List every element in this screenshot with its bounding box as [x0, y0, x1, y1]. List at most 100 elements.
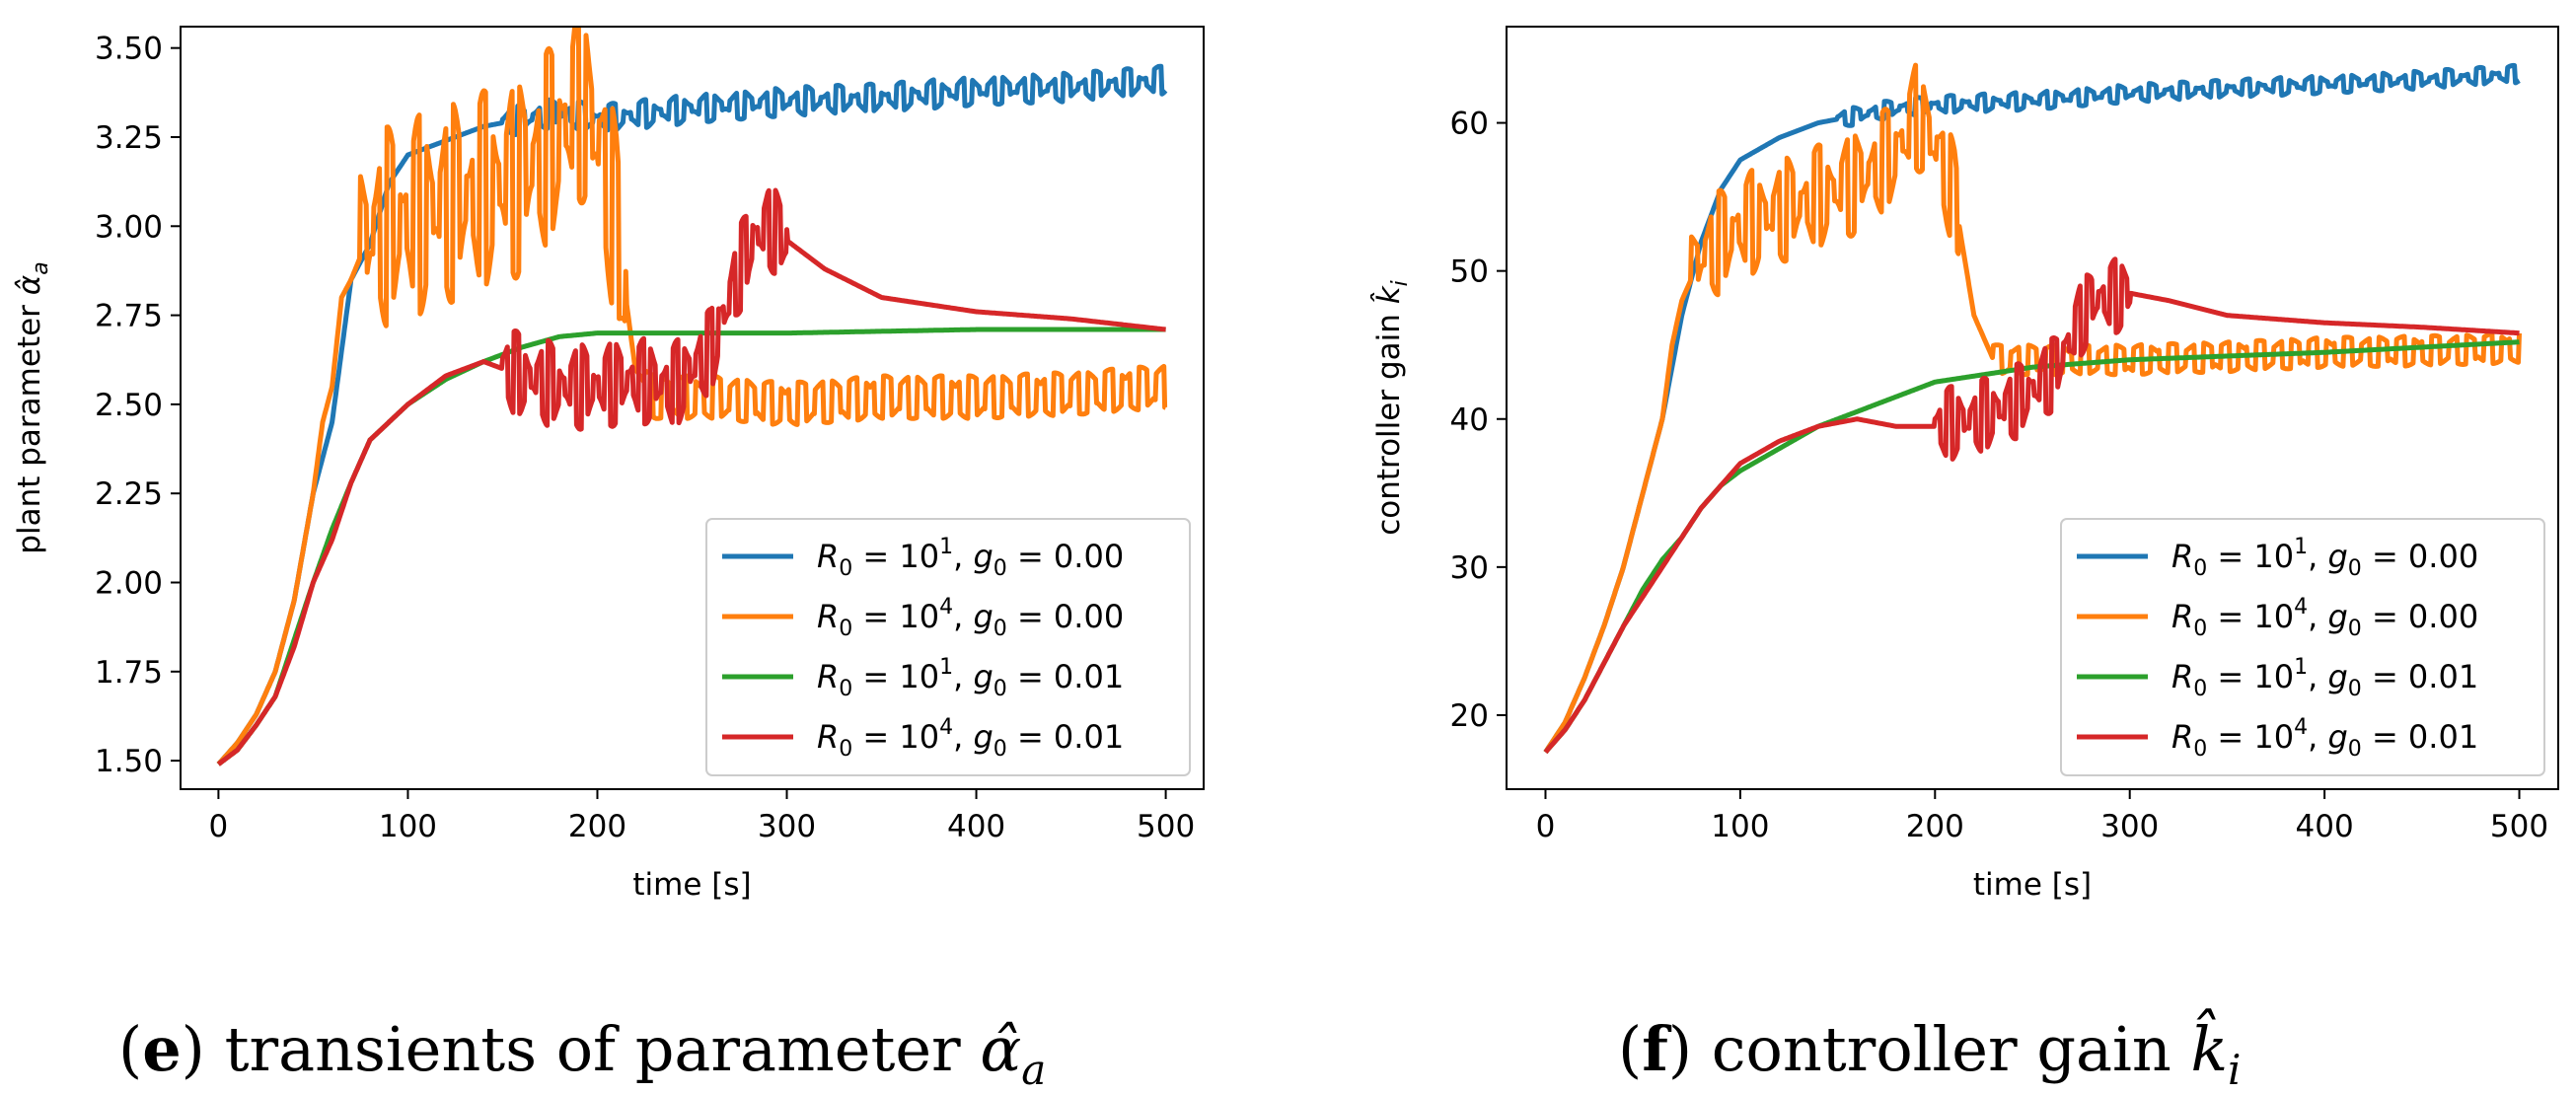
- legend-r: R: [2171, 658, 2193, 695]
- series-line-red: [1543, 256, 2521, 755]
- x-tick-label: 100: [1711, 809, 1769, 844]
- x-tick-label: 400: [2296, 809, 2354, 844]
- y-tick-label: 2.75: [95, 299, 163, 334]
- series-line-blue: [216, 63, 1168, 766]
- legend-g-val: = 0.00: [2362, 598, 2478, 635]
- legend-r-sup: 4: [939, 715, 953, 740]
- caption-close: ): [182, 1013, 205, 1085]
- x-tick-label: 500: [1137, 809, 1195, 844]
- legend-label: R0 = 104, g0 = 0.01: [2171, 715, 2478, 762]
- legend-g-sub: 0: [994, 617, 1007, 641]
- legend-g-sub: 0: [2348, 556, 2362, 581]
- legend-g-sub: 0: [994, 556, 1007, 581]
- legend-g-sub: 0: [994, 737, 1007, 762]
- legend-sep: ,: [2308, 718, 2327, 756]
- x-tick-label: 500: [2490, 809, 2548, 844]
- legend-r-sub: 0: [2193, 737, 2207, 762]
- legend-eq: = 10: [2207, 598, 2294, 635]
- legend-g-val: = 0.00: [1007, 538, 1124, 575]
- y-tick-label: 50: [1450, 255, 1489, 290]
- y-tick-label: 40: [1450, 402, 1489, 438]
- legend-r: R: [817, 538, 839, 575]
- legend-g: g: [973, 658, 993, 695]
- legend-eq: = 10: [852, 718, 939, 756]
- y-axis-label-symbol: k̂: [1370, 285, 1407, 304]
- legend-g-sub: 0: [2348, 617, 2362, 641]
- legend-r-sup: 4: [939, 595, 953, 620]
- x-tick-label: 300: [2100, 809, 2159, 844]
- legend-eq: = 10: [2207, 718, 2294, 756]
- legend-eq: = 10: [2207, 658, 2294, 695]
- legend-sep: ,: [2308, 538, 2327, 575]
- x-axis-label: time [s]: [632, 867, 751, 903]
- legend-label: R0 = 101, g0 = 0.00: [817, 535, 1124, 581]
- legend-box: [2060, 518, 2545, 776]
- y-tick-label: 20: [1450, 698, 1489, 734]
- legend-g-val: = 0.01: [1007, 718, 1124, 756]
- y-axis-label-text: plant parameter: [12, 295, 47, 553]
- caption-symbol: k̂: [2190, 1008, 2228, 1085]
- legend-label: R0 = 101, g0 = 0.01: [2171, 655, 2478, 701]
- caption-text: transients of parameter: [205, 1013, 981, 1085]
- caption-sub: a: [1021, 1046, 1046, 1094]
- y-tick-label: 1.50: [95, 744, 163, 779]
- caption-open: (: [118, 1013, 142, 1085]
- caption-text: controller gain: [1692, 1013, 2190, 1085]
- legend-r-sub: 0: [2193, 677, 2207, 701]
- x-tick-label: 400: [947, 809, 1005, 844]
- legend-r-sup: 1: [939, 535, 953, 559]
- legend-eq: = 10: [852, 658, 939, 695]
- legend-g-val: = 0.00: [2362, 538, 2478, 575]
- axes-frame: [180, 26, 1205, 790]
- chart-alpha: 0 100 200 300 400 5001.501.752.002.252.502.75…: [12, 26, 1205, 1094]
- legend-label: R0 = 104, g0 = 0.00: [2171, 595, 2478, 641]
- legend-r-sup: 1: [939, 655, 953, 680]
- caption-open: (: [1618, 1013, 1642, 1085]
- legend-sep: ,: [953, 718, 973, 756]
- figure-caption: (f) controller gain k̂i: [1618, 1008, 2241, 1094]
- legend-eq: = 10: [2207, 538, 2294, 575]
- y-axis-label-text: controller gain: [1371, 304, 1407, 536]
- y-axis-label: controller gain k̂i: [1370, 280, 1413, 536]
- legend-r: R: [817, 598, 839, 635]
- y-tick-label: 1.75: [95, 655, 163, 691]
- legend-g: g: [2327, 658, 2347, 695]
- y-tick-label: 30: [1450, 550, 1489, 586]
- series-line-orange: [216, 27, 1168, 766]
- y-tick-label: 60: [1450, 107, 1489, 142]
- legend-r-sub: 0: [2193, 617, 2207, 641]
- legend-g: g: [973, 598, 993, 635]
- legend-label: R0 = 101, g0 = 0.01: [817, 655, 1124, 701]
- y-tick-label: 2.25: [95, 476, 163, 512]
- figure-caption: (e) transients of parameter α̂a: [118, 1013, 1046, 1094]
- legend-g: g: [973, 538, 993, 575]
- legend-g-sub: 0: [2348, 737, 2362, 762]
- legend-g-val: = 0.01: [2362, 718, 2478, 756]
- x-tick-label: 0: [209, 809, 229, 844]
- legend-r: R: [817, 658, 839, 695]
- y-tick-label: 2.50: [95, 388, 163, 423]
- legend-sep: ,: [2308, 658, 2327, 695]
- legend-g-sub: 0: [994, 677, 1007, 701]
- x-tick-label: 200: [568, 809, 626, 844]
- y-axis-label: plant parameter α̂a: [12, 261, 53, 553]
- legend-r: R: [2171, 538, 2193, 575]
- legend-label: R0 = 101, g0 = 0.00: [2171, 535, 2478, 581]
- legend-g-val: = 0.01: [2362, 658, 2478, 695]
- series-line-red: [216, 187, 1168, 766]
- legend-box: [705, 518, 1191, 776]
- y-tick-label: 3.50: [95, 32, 163, 67]
- caption-sub: i: [2228, 1046, 2241, 1094]
- legend-r-sub: 0: [839, 556, 852, 581]
- legend-r-sup: 1: [2294, 535, 2308, 559]
- plot-area: [1543, 62, 2522, 755]
- legend-g: g: [973, 718, 993, 756]
- legend-r: R: [817, 718, 839, 756]
- legend-r-sub: 0: [2193, 556, 2207, 581]
- legend-g: g: [2327, 718, 2347, 756]
- y-tick-label: 2.00: [95, 565, 163, 601]
- series-line-orange: [1543, 62, 2522, 754]
- legend-label: R0 = 104, g0 = 0.00: [817, 595, 1124, 641]
